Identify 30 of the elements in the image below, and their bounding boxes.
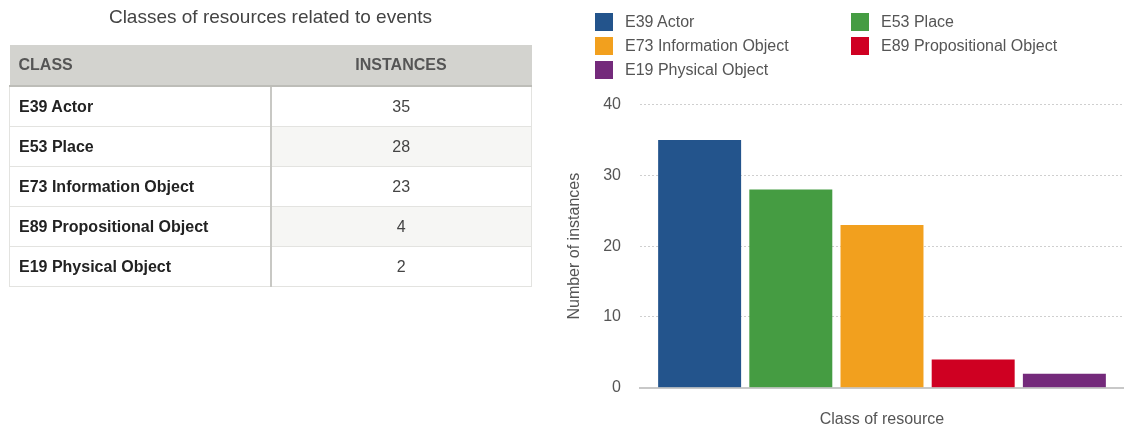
- category-label: E73 Information Object: [9, 166, 271, 207]
- x-axis-title: Class of resource: [819, 409, 945, 427]
- data-label: 4: [270, 206, 532, 247]
- category-label: E19 Physical Object: [9, 246, 271, 287]
- bar: [1022, 373, 1106, 388]
- text: Classes of resources related to events: [107, 5, 434, 29]
- data-label: 23: [270, 166, 532, 207]
- bar: [658, 140, 742, 388]
- category-label: E53 Place: [9, 126, 271, 167]
- y-tick-label: 40: [603, 95, 622, 113]
- y-tick-label: 10: [603, 307, 622, 325]
- legend-label: E39 Actor: [625, 13, 695, 31]
- data-label: 35: [270, 86, 532, 127]
- legend-label: E19 Physical Object: [625, 61, 769, 79]
- y-tick-label: 0: [612, 378, 622, 396]
- bar: [840, 224, 924, 388]
- category-label: E39 Actor: [9, 86, 271, 127]
- legend-label: E53 Place: [881, 13, 954, 31]
- y-tick-label: 20: [603, 236, 622, 254]
- text: INSTANCES: [270, 45, 532, 86]
- y-tick-label: 30: [603, 165, 622, 183]
- y-axis-title: Number of instances: [565, 172, 583, 320]
- data-label: 28: [270, 126, 532, 167]
- text: CLASS: [9, 45, 271, 86]
- bar: [749, 189, 833, 388]
- category-label: E89 Propositional Object: [9, 206, 271, 247]
- legend-label: E89 Propositional Object: [881, 37, 1058, 55]
- legend-label: E73 Information Object: [625, 37, 789, 55]
- data-label: 2: [270, 246, 532, 287]
- bar: [931, 359, 1015, 388]
